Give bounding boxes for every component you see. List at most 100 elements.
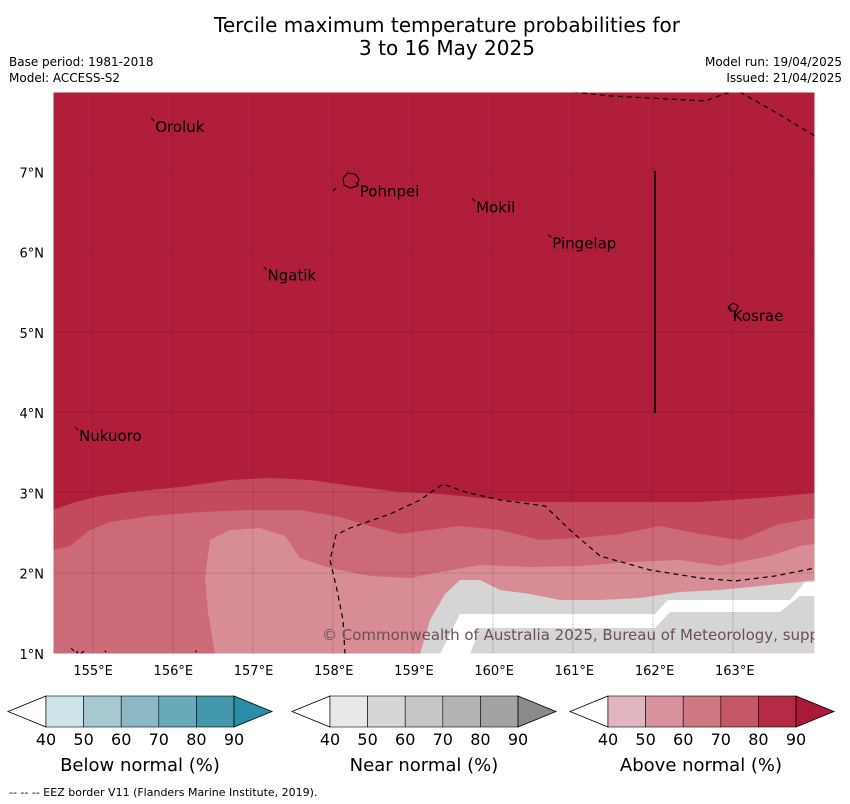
colorbar-low-extend bbox=[6, 695, 47, 728]
colorbar-segment bbox=[83, 695, 122, 728]
colorbar-segment bbox=[758, 695, 797, 728]
colorbar-tick: 70 bbox=[149, 730, 169, 749]
place-labels: Oroluk Pohnpei Mokil Pingelap Ngatik Kosrae Nu… bbox=[70, 117, 784, 666]
copyright-text: © Commonwealth of Australia 2025, Bureau… bbox=[322, 626, 850, 644]
colorbar-tick: 70 bbox=[433, 730, 453, 749]
colorbar-tick: 60 bbox=[673, 730, 693, 749]
colorbar-segment bbox=[45, 695, 84, 728]
lon-label: 156°E bbox=[154, 664, 194, 679]
colorbar-low-extend bbox=[290, 695, 331, 728]
lat-label: 6°N bbox=[20, 247, 45, 262]
lat-label: 3°N bbox=[20, 487, 45, 502]
colorbar-segment bbox=[196, 695, 235, 728]
map-area: © Commonwealth of Australia 2025, Bureau… bbox=[53, 92, 850, 666]
island-shapes bbox=[332, 172, 739, 312]
meta-right: Model run: 19/04/2025 Issued: 21/04/2025 bbox=[705, 54, 842, 86]
place-label: Pingelap bbox=[552, 235, 616, 253]
title-line-2: 3 to 16 May 2025 bbox=[359, 36, 535, 60]
colorbar-tick: 40 bbox=[36, 730, 56, 749]
place-label: Kapingamarangi bbox=[75, 648, 198, 666]
colorbar-tick: 80 bbox=[748, 730, 768, 749]
eez-borders bbox=[329, 92, 815, 654]
lat-label: 5°N bbox=[20, 327, 45, 342]
gridlines bbox=[53, 92, 815, 654]
colorbar-tick: 40 bbox=[598, 730, 618, 749]
above-60-region-south bbox=[53, 556, 80, 600]
lon-label: 161°E bbox=[555, 664, 595, 679]
issued-date: Issued: 21/04/2025 bbox=[726, 71, 842, 85]
pohnpei-island-mark bbox=[332, 187, 337, 192]
place-marker bbox=[263, 266, 267, 270]
lat-label: 2°N bbox=[20, 568, 45, 583]
place-marker bbox=[70, 647, 75, 652]
title-line-1: Tercile maximum temperature probabilitie… bbox=[214, 13, 680, 37]
place-label: Mokil bbox=[476, 198, 515, 216]
colorbar-tick: 90 bbox=[786, 730, 806, 749]
base-period: Base period: 1981-2018 bbox=[9, 55, 154, 69]
place-marker bbox=[74, 426, 79, 431]
lat-label: 7°N bbox=[20, 166, 45, 181]
above-normal-label: Above normal (%) bbox=[619, 755, 783, 776]
colorbar-tick: 90 bbox=[508, 730, 528, 749]
white-strip bbox=[440, 582, 815, 654]
lon-label: 158°E bbox=[314, 664, 354, 679]
meta-left: Base period: 1981-2018 Model: ACCESS-S2 bbox=[9, 54, 154, 86]
colorbar-segment bbox=[158, 695, 197, 728]
colorbars: 40 50 60 70 80 90 40 50 60 70 80 90 40 50 60 70 80 90 bbox=[6, 695, 836, 749]
colorbar-high-extend bbox=[517, 695, 558, 728]
colorbar-segment bbox=[645, 695, 684, 728]
kosrae-island-outline bbox=[727, 302, 739, 312]
below-normal-label: Below normal (%) bbox=[60, 755, 220, 776]
lon-label: 163°E bbox=[715, 664, 755, 679]
colorbar-segment bbox=[120, 695, 160, 728]
colorbar-segment bbox=[607, 695, 646, 728]
place-label: Ngatik bbox=[268, 267, 317, 285]
model-name: Model: ACCESS-S2 bbox=[9, 71, 121, 85]
lon-label: 160°E bbox=[474, 664, 514, 679]
model-run: Model run: 19/04/2025 bbox=[704, 55, 842, 69]
longitude-labels: 155°E 156°E 157°E 158°E 159°E 160°E 161°E 162°E… bbox=[73, 664, 754, 679]
colorbar-segment bbox=[367, 695, 406, 728]
lon-label: 159°E bbox=[394, 664, 434, 679]
colorbar-segment bbox=[404, 695, 444, 728]
colorbar-high-extend bbox=[795, 695, 836, 728]
lon-label: 157°E bbox=[234, 664, 274, 679]
colorbar-segment bbox=[720, 695, 759, 728]
colorbar-1: 40 50 60 70 80 90 bbox=[290, 695, 558, 749]
colorbar-tick: 60 bbox=[395, 730, 415, 749]
place-label: Oroluk bbox=[155, 118, 204, 136]
colorbar-0: 40 50 60 70 80 90 bbox=[6, 695, 274, 749]
lon-label: 155°E bbox=[73, 664, 113, 679]
latitude-labels: 1°N 2°N 3°N 4°N 5°N 6°N 7°N bbox=[20, 166, 45, 663]
lat-label: 4°N bbox=[20, 407, 45, 422]
pohnpei-island-outline bbox=[342, 172, 360, 189]
colorbar-tick: 70 bbox=[711, 730, 731, 749]
chart-title: Tercile maximum temperature probabilitie… bbox=[0, 14, 850, 60]
colorbar-high-extend bbox=[233, 695, 274, 728]
place-marker bbox=[355, 181, 360, 186]
colorbar-2: 40 50 60 70 80 90 bbox=[568, 695, 836, 749]
colorbar-tick: 80 bbox=[186, 730, 206, 749]
place-label: Kosrae bbox=[733, 307, 784, 325]
colorbar-segment bbox=[442, 695, 481, 728]
place-label: Nukuoro bbox=[79, 427, 142, 445]
colorbar-segment bbox=[480, 695, 519, 728]
colorbar-tick: 50 bbox=[73, 730, 93, 749]
place-marker bbox=[471, 198, 476, 202]
colorbar-tick: 90 bbox=[224, 730, 244, 749]
place-marker bbox=[547, 234, 552, 238]
eez-footnote: -- -- -- EEZ border V11 (Flanders Marine… bbox=[9, 786, 318, 799]
colorbar-segment bbox=[329, 695, 368, 728]
near-normal-label: Near normal (%) bbox=[349, 755, 499, 776]
place-marker bbox=[728, 306, 733, 311]
colorbar-tick: 50 bbox=[357, 730, 377, 749]
colorbar-tick: 50 bbox=[635, 730, 655, 749]
colorbar-segment bbox=[682, 695, 722, 728]
map-frame bbox=[52, 91, 816, 655]
place-label: Pohnpei bbox=[360, 182, 420, 200]
colorbar-tick: 60 bbox=[111, 730, 131, 749]
lat-label: 1°N bbox=[20, 648, 45, 663]
colorbar-low-extend bbox=[568, 695, 609, 728]
place-marker bbox=[150, 117, 155, 122]
